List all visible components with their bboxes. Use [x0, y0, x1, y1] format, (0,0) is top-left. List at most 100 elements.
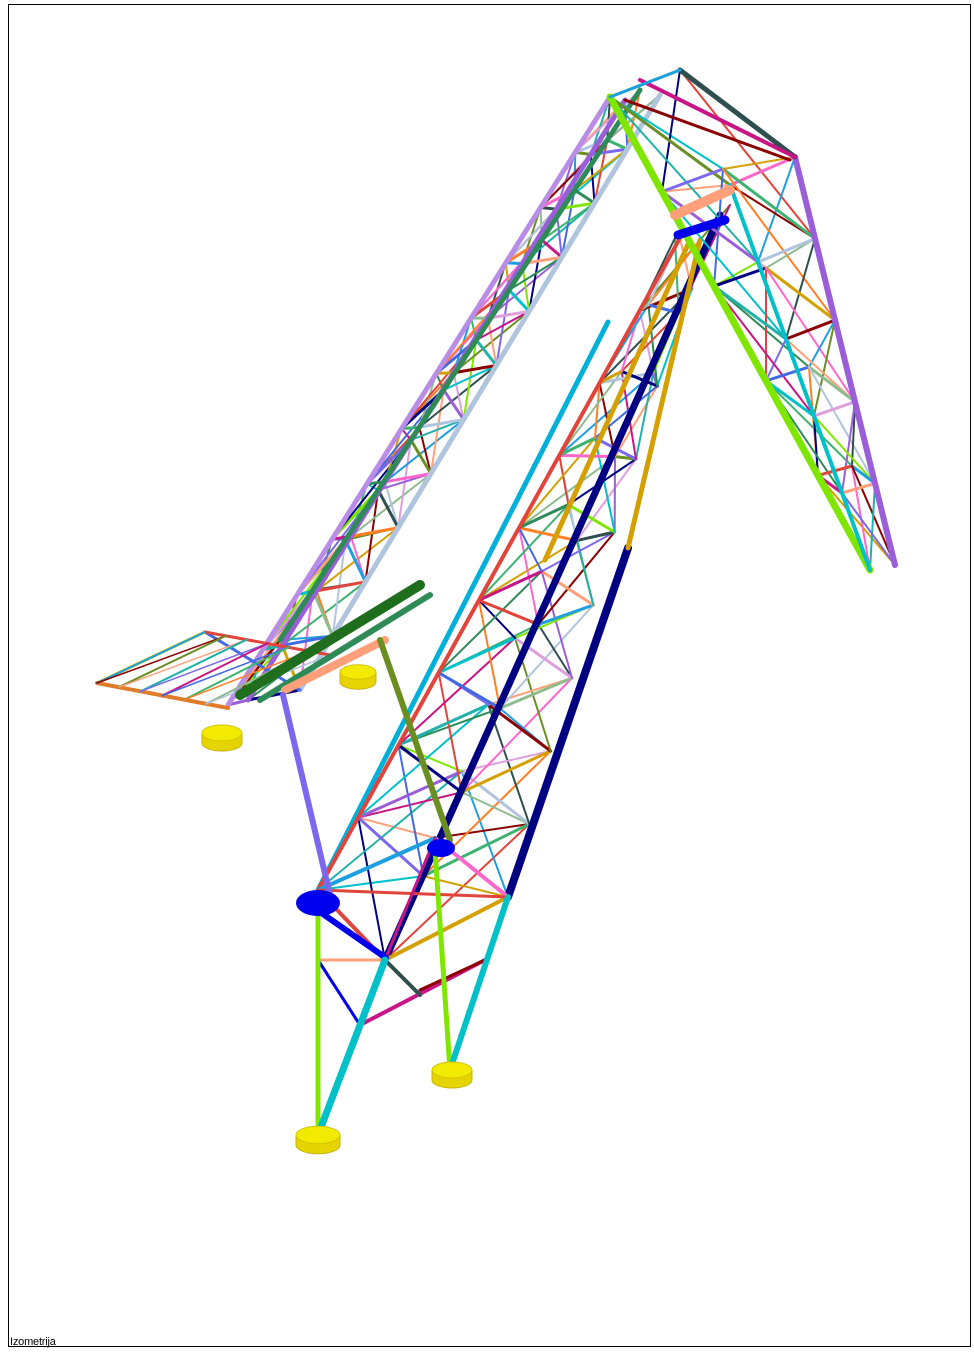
- truss-member: [557, 453, 617, 459]
- truss-member: [840, 481, 877, 495]
- truss-member: [235, 580, 425, 700]
- truss-member: [528, 239, 543, 313]
- truss-member: [566, 503, 617, 534]
- truss-member: [785, 237, 816, 340]
- truss-member: [573, 188, 597, 205]
- truss-member: [722, 168, 836, 322]
- truss-member: [280, 692, 333, 898]
- truss-member: [764, 266, 837, 322]
- truss-member: [315, 580, 367, 593]
- truss-member: [477, 598, 540, 626]
- truss-member: [383, 472, 433, 484]
- truss-member: [813, 415, 819, 477]
- truss-member: [575, 530, 617, 543]
- truss-member: [383, 958, 422, 997]
- truss-member: [508, 256, 563, 291]
- truss-member: [462, 339, 478, 421]
- support-base: [339, 664, 377, 690]
- truss-member: [397, 637, 516, 747]
- truss-member: [460, 677, 573, 794]
- truss-member: [397, 439, 412, 529]
- truss-member: [540, 569, 595, 607]
- truss-member: [575, 458, 637, 542]
- truss-member: [808, 319, 836, 368]
- support-base: [295, 1125, 341, 1155]
- truss-member: [183, 650, 310, 701]
- truss-member: [504, 544, 632, 901]
- truss-member: [765, 267, 856, 403]
- truss-member: [498, 676, 574, 710]
- truss-member: [679, 69, 816, 240]
- truss-member: [117, 634, 227, 689]
- truss-member: [540, 531, 616, 573]
- truss-member: [409, 418, 465, 441]
- truss-member: [807, 365, 857, 404]
- truss-member: [384, 823, 531, 961]
- truss-member: [432, 847, 453, 1073]
- truss-member: [384, 480, 400, 529]
- truss-member: [460, 749, 553, 794]
- truss-member: [517, 503, 570, 530]
- truss-member: [756, 237, 817, 264]
- truss-member: [381, 211, 724, 964]
- truss-member: [317, 770, 463, 891]
- truss-member: [638, 78, 797, 159]
- truss-member: [437, 636, 517, 675]
- truss-member: [447, 894, 511, 1073]
- truss-member: [765, 379, 853, 467]
- truss-member: [537, 623, 573, 679]
- truss-member: [536, 603, 595, 626]
- truss-member: [280, 634, 335, 647]
- truss-member: [499, 604, 595, 710]
- truss-member: [817, 474, 896, 566]
- truss-member: [442, 364, 498, 391]
- truss-member: [343, 538, 367, 584]
- truss-member: [598, 369, 624, 385]
- truss-member: [850, 464, 877, 485]
- truss-member: [183, 646, 290, 701]
- truss-member: [606, 96, 611, 141]
- truss-member: [357, 816, 436, 839]
- truss-member: [609, 96, 759, 263]
- hinge-joints: [296, 839, 455, 916]
- truss-member: [486, 317, 498, 367]
- truss-member: [558, 370, 623, 457]
- truss-member: [460, 750, 552, 773]
- truss-member: [540, 238, 564, 259]
- truss-member: [560, 189, 576, 259]
- truss-member: [764, 365, 811, 383]
- truss-member: [418, 958, 487, 992]
- truss-member: [417, 418, 466, 429]
- truss-member: [257, 592, 433, 703]
- truss-member: [792, 154, 898, 568]
- truss-member: [539, 139, 609, 209]
- truss-member: [161, 646, 290, 697]
- truss-member: [452, 371, 465, 421]
- truss-member: [594, 437, 616, 533]
- truss-member: [316, 958, 362, 1027]
- truss-member: [606, 94, 661, 141]
- hinge-joint: [427, 839, 455, 857]
- truss-member: [349, 526, 400, 538]
- truss-member: [161, 642, 269, 697]
- truss-member: [477, 599, 501, 710]
- drawing-frame: [8, 4, 971, 1347]
- truss-member: [540, 202, 596, 241]
- truss-member: [608, 95, 732, 187]
- truss-member: [573, 138, 609, 154]
- truss-member: [808, 366, 876, 485]
- truss-member: [139, 642, 269, 693]
- truss-member: [139, 638, 248, 693]
- truss-member: [442, 388, 466, 422]
- support-base: [431, 1061, 473, 1089]
- support-base: [201, 724, 243, 752]
- truss-member: [661, 184, 731, 193]
- truss-member: [377, 637, 453, 843]
- truss-member: [728, 155, 797, 187]
- truss-member: [608, 68, 682, 99]
- truss-member: [96, 631, 206, 684]
- truss-member: [620, 309, 641, 373]
- truss-member: [376, 488, 400, 530]
- truss-member: [225, 94, 613, 708]
